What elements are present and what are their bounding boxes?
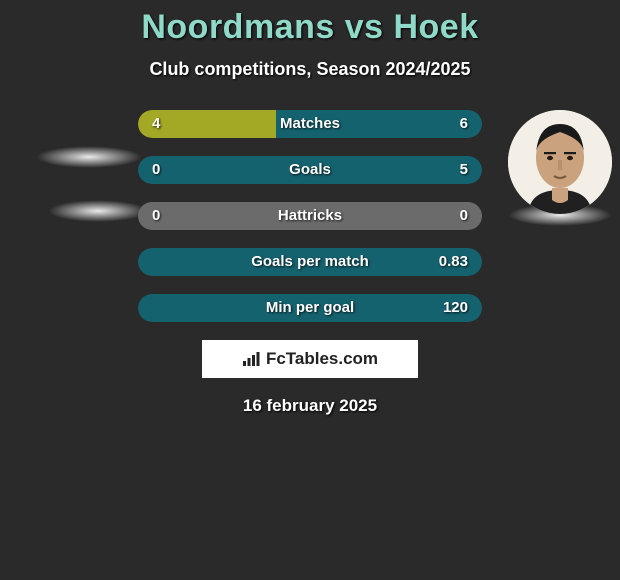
- stat-label: Goals: [138, 156, 482, 184]
- branding-text: FcTables.com: [266, 349, 378, 369]
- player-photo-icon: [508, 110, 612, 214]
- stat-value-right: 6: [460, 110, 468, 138]
- chart-area: 4 Matches 6 0 Goals 5 0 Hattricks 0 Goal…: [0, 110, 620, 416]
- branding-badge[interactable]: FcTables.com: [202, 340, 418, 378]
- page-subtitle: Club competitions, Season 2024/2025: [0, 59, 620, 80]
- date-text: 16 february 2025: [0, 396, 620, 416]
- stat-row-goals: 0 Goals 5: [138, 156, 482, 184]
- comparison-card: Noordmans vs Hoek Club competitions, Sea…: [0, 0, 620, 416]
- bar-chart-icon: [242, 351, 262, 367]
- stat-bars: 4 Matches 6 0 Goals 5 0 Hattricks 0 Goal…: [138, 110, 482, 322]
- stat-row-gpm: Goals per match 0.83: [138, 248, 482, 276]
- stat-row-mpg: Min per goal 120: [138, 294, 482, 322]
- player-left-block: [8, 110, 148, 222]
- stat-value-right: 5: [460, 156, 468, 184]
- stat-label: Hattricks: [138, 202, 482, 230]
- player-right-block: [508, 110, 612, 226]
- stat-row-matches: 4 Matches 6: [138, 110, 482, 138]
- stat-value-right: 0: [460, 202, 468, 230]
- page-title: Noordmans vs Hoek: [0, 8, 620, 47]
- stat-label: Goals per match: [138, 248, 482, 276]
- stat-value-right: 0.83: [439, 248, 468, 276]
- avatar-right: [508, 110, 612, 214]
- stat-value-right: 120: [443, 294, 468, 322]
- stat-label: Matches: [138, 110, 482, 138]
- stat-label: Min per goal: [138, 294, 482, 322]
- stat-row-hattricks: 0 Hattricks 0: [138, 202, 482, 230]
